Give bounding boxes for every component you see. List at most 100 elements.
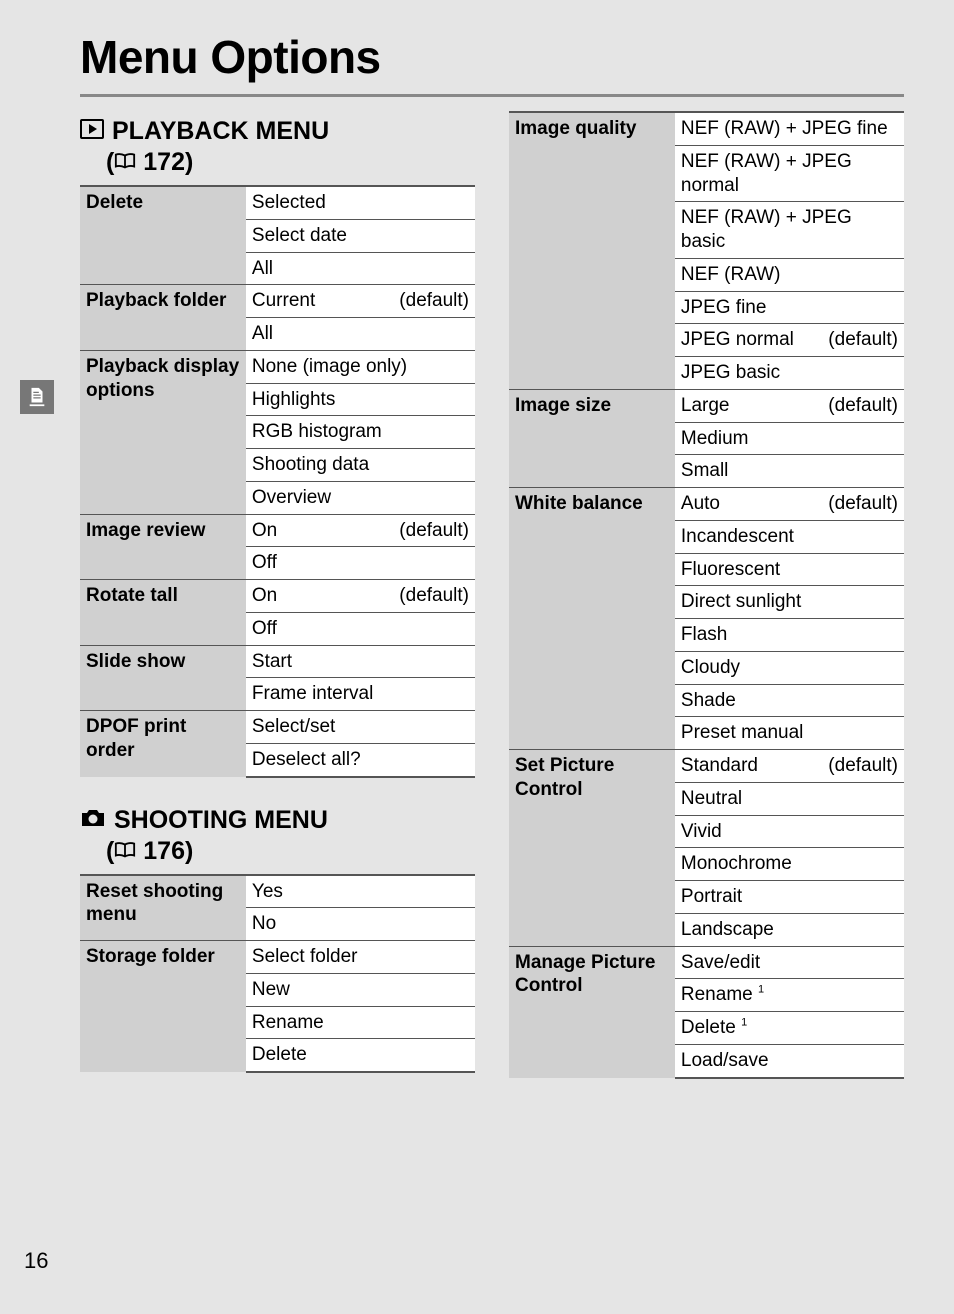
- table-row: Set Picture ControlStandard(default): [509, 750, 904, 783]
- setting-option: Delete 1: [675, 1012, 904, 1045]
- setting-label: Image review: [80, 514, 246, 580]
- setting-label: White balance: [509, 488, 675, 750]
- setting-option: Direct sunlight: [675, 586, 904, 619]
- book-icon: [114, 837, 136, 866]
- setting-option: No: [246, 908, 475, 941]
- setting-option: Yes: [246, 875, 475, 908]
- table-row: Image reviewOn(default): [80, 514, 475, 547]
- table-row: DPOF print orderSelect/set: [80, 711, 475, 744]
- playback-table: DeleteSelectedSelect dateAllPlayback fol…: [80, 185, 475, 778]
- setting-option: None (image only): [246, 350, 475, 383]
- table-row: White balanceAuto(default): [509, 488, 904, 521]
- side-tab-icon: [20, 380, 54, 414]
- setting-option: Flash: [675, 619, 904, 652]
- manual-page: Menu Options PLAYBACK MENU ( 172) Delete…: [0, 0, 954, 1314]
- setting-label: Playback folder: [80, 285, 246, 351]
- setting-option: Incandescent: [675, 520, 904, 553]
- playback-heading: PLAYBACK MENU: [80, 117, 475, 146]
- setting-option: New: [246, 973, 475, 1006]
- playback-ref: ( 172): [106, 148, 475, 177]
- setting-option: Rename: [246, 1006, 475, 1039]
- playback-heading-text: PLAYBACK MENU: [112, 117, 329, 146]
- setting-label: DPOF print order: [80, 711, 246, 777]
- table-row: Playback display optionsNone (image only…: [80, 350, 475, 383]
- table-row: Manage Picture ControlSave/edit: [509, 946, 904, 979]
- page-number: 16: [24, 1248, 48, 1274]
- setting-option: Standard(default): [675, 750, 904, 783]
- setting-label: Rotate tall: [80, 580, 246, 646]
- setting-option: Auto(default): [675, 488, 904, 521]
- setting-option: Select date: [246, 219, 475, 252]
- table-row: Playback folderCurrent(default): [80, 285, 475, 318]
- table-row: Rotate tallOn(default): [80, 580, 475, 613]
- setting-label: Set Picture Control: [509, 750, 675, 947]
- setting-option: NEF (RAW) + JPEG normal: [675, 145, 904, 202]
- setting-option: Delete: [246, 1039, 475, 1072]
- table-row: Storage folderSelect folder: [80, 941, 475, 974]
- setting-option: Cloudy: [675, 651, 904, 684]
- setting-option: Overview: [246, 481, 475, 514]
- setting-label: Image quality: [509, 112, 675, 389]
- play-icon: [80, 117, 104, 146]
- setting-label: Image size: [509, 389, 675, 487]
- shooting-ref-page: 176: [143, 837, 185, 865]
- setting-option: Monochrome: [675, 848, 904, 881]
- setting-option: Selected: [246, 186, 475, 219]
- table-row: DeleteSelected: [80, 186, 475, 219]
- setting-option: RGB histogram: [246, 416, 475, 449]
- setting-option: Small: [675, 455, 904, 488]
- setting-option: Save/edit: [675, 946, 904, 979]
- setting-option: Start: [246, 645, 475, 678]
- table-row: Image sizeLarge(default): [509, 389, 904, 422]
- setting-label: Delete: [80, 186, 246, 285]
- setting-option: On(default): [246, 514, 475, 547]
- table-row: Reset shooting menuYes: [80, 875, 475, 908]
- setting-option: Rename 1: [675, 979, 904, 1012]
- shooting-ref: ( 176): [106, 837, 475, 866]
- shooting-table-right: Image qualityNEF (RAW) + JPEG fineNEF (R…: [509, 111, 904, 1079]
- shooting-heading-text: SHOOTING MENU: [114, 806, 328, 835]
- camera-icon: [80, 806, 106, 835]
- setting-option: NEF (RAW): [675, 258, 904, 291]
- setting-option: Large(default): [675, 389, 904, 422]
- setting-option: Off: [246, 547, 475, 580]
- setting-option: Select/set: [246, 711, 475, 744]
- setting-label: Slide show: [80, 645, 246, 711]
- setting-option: Shade: [675, 684, 904, 717]
- table-row: Image qualityNEF (RAW) + JPEG fine: [509, 112, 904, 145]
- shooting-table-left: Reset shooting menuYesNoStorage folderSe…: [80, 874, 475, 1074]
- book-icon: [114, 148, 136, 177]
- shooting-heading: SHOOTING MENU: [80, 806, 475, 835]
- setting-option: On(default): [246, 580, 475, 613]
- setting-label: Manage Picture Control: [509, 946, 675, 1078]
- setting-option: Off: [246, 612, 475, 645]
- setting-option: Shooting data: [246, 449, 475, 482]
- page-title: Menu Options: [80, 30, 904, 84]
- right-column: Image qualityNEF (RAW) + JPEG fineNEF (R…: [509, 111, 904, 1079]
- setting-option: Medium: [675, 422, 904, 455]
- setting-option: All: [246, 318, 475, 351]
- setting-option: Select folder: [246, 941, 475, 974]
- setting-option: Landscape: [675, 913, 904, 946]
- title-block: Menu Options: [80, 30, 904, 97]
- setting-label: Reset shooting menu: [80, 875, 246, 941]
- setting-option: JPEG fine: [675, 291, 904, 324]
- left-column: PLAYBACK MENU ( 172) DeleteSelectedSelec…: [80, 111, 475, 1079]
- setting-option: Current(default): [246, 285, 475, 318]
- setting-option: Highlights: [246, 383, 475, 416]
- setting-option: Neutral: [675, 782, 904, 815]
- setting-option: NEF (RAW) + JPEG fine: [675, 112, 904, 145]
- setting-label: Storage folder: [80, 941, 246, 1073]
- setting-option: Fluorescent: [675, 553, 904, 586]
- setting-option: Portrait: [675, 881, 904, 914]
- setting-option: Preset manual: [675, 717, 904, 750]
- setting-option: NEF (RAW) + JPEG basic: [675, 202, 904, 259]
- setting-option: JPEG normal(default): [675, 324, 904, 357]
- table-row: Slide showStart: [80, 645, 475, 678]
- setting-option: JPEG basic: [675, 357, 904, 390]
- setting-option: Vivid: [675, 815, 904, 848]
- setting-label: Playback display options: [80, 350, 246, 514]
- setting-option: All: [246, 252, 475, 285]
- setting-option: Deselect all?: [246, 743, 475, 776]
- setting-option: Load/save: [675, 1044, 904, 1077]
